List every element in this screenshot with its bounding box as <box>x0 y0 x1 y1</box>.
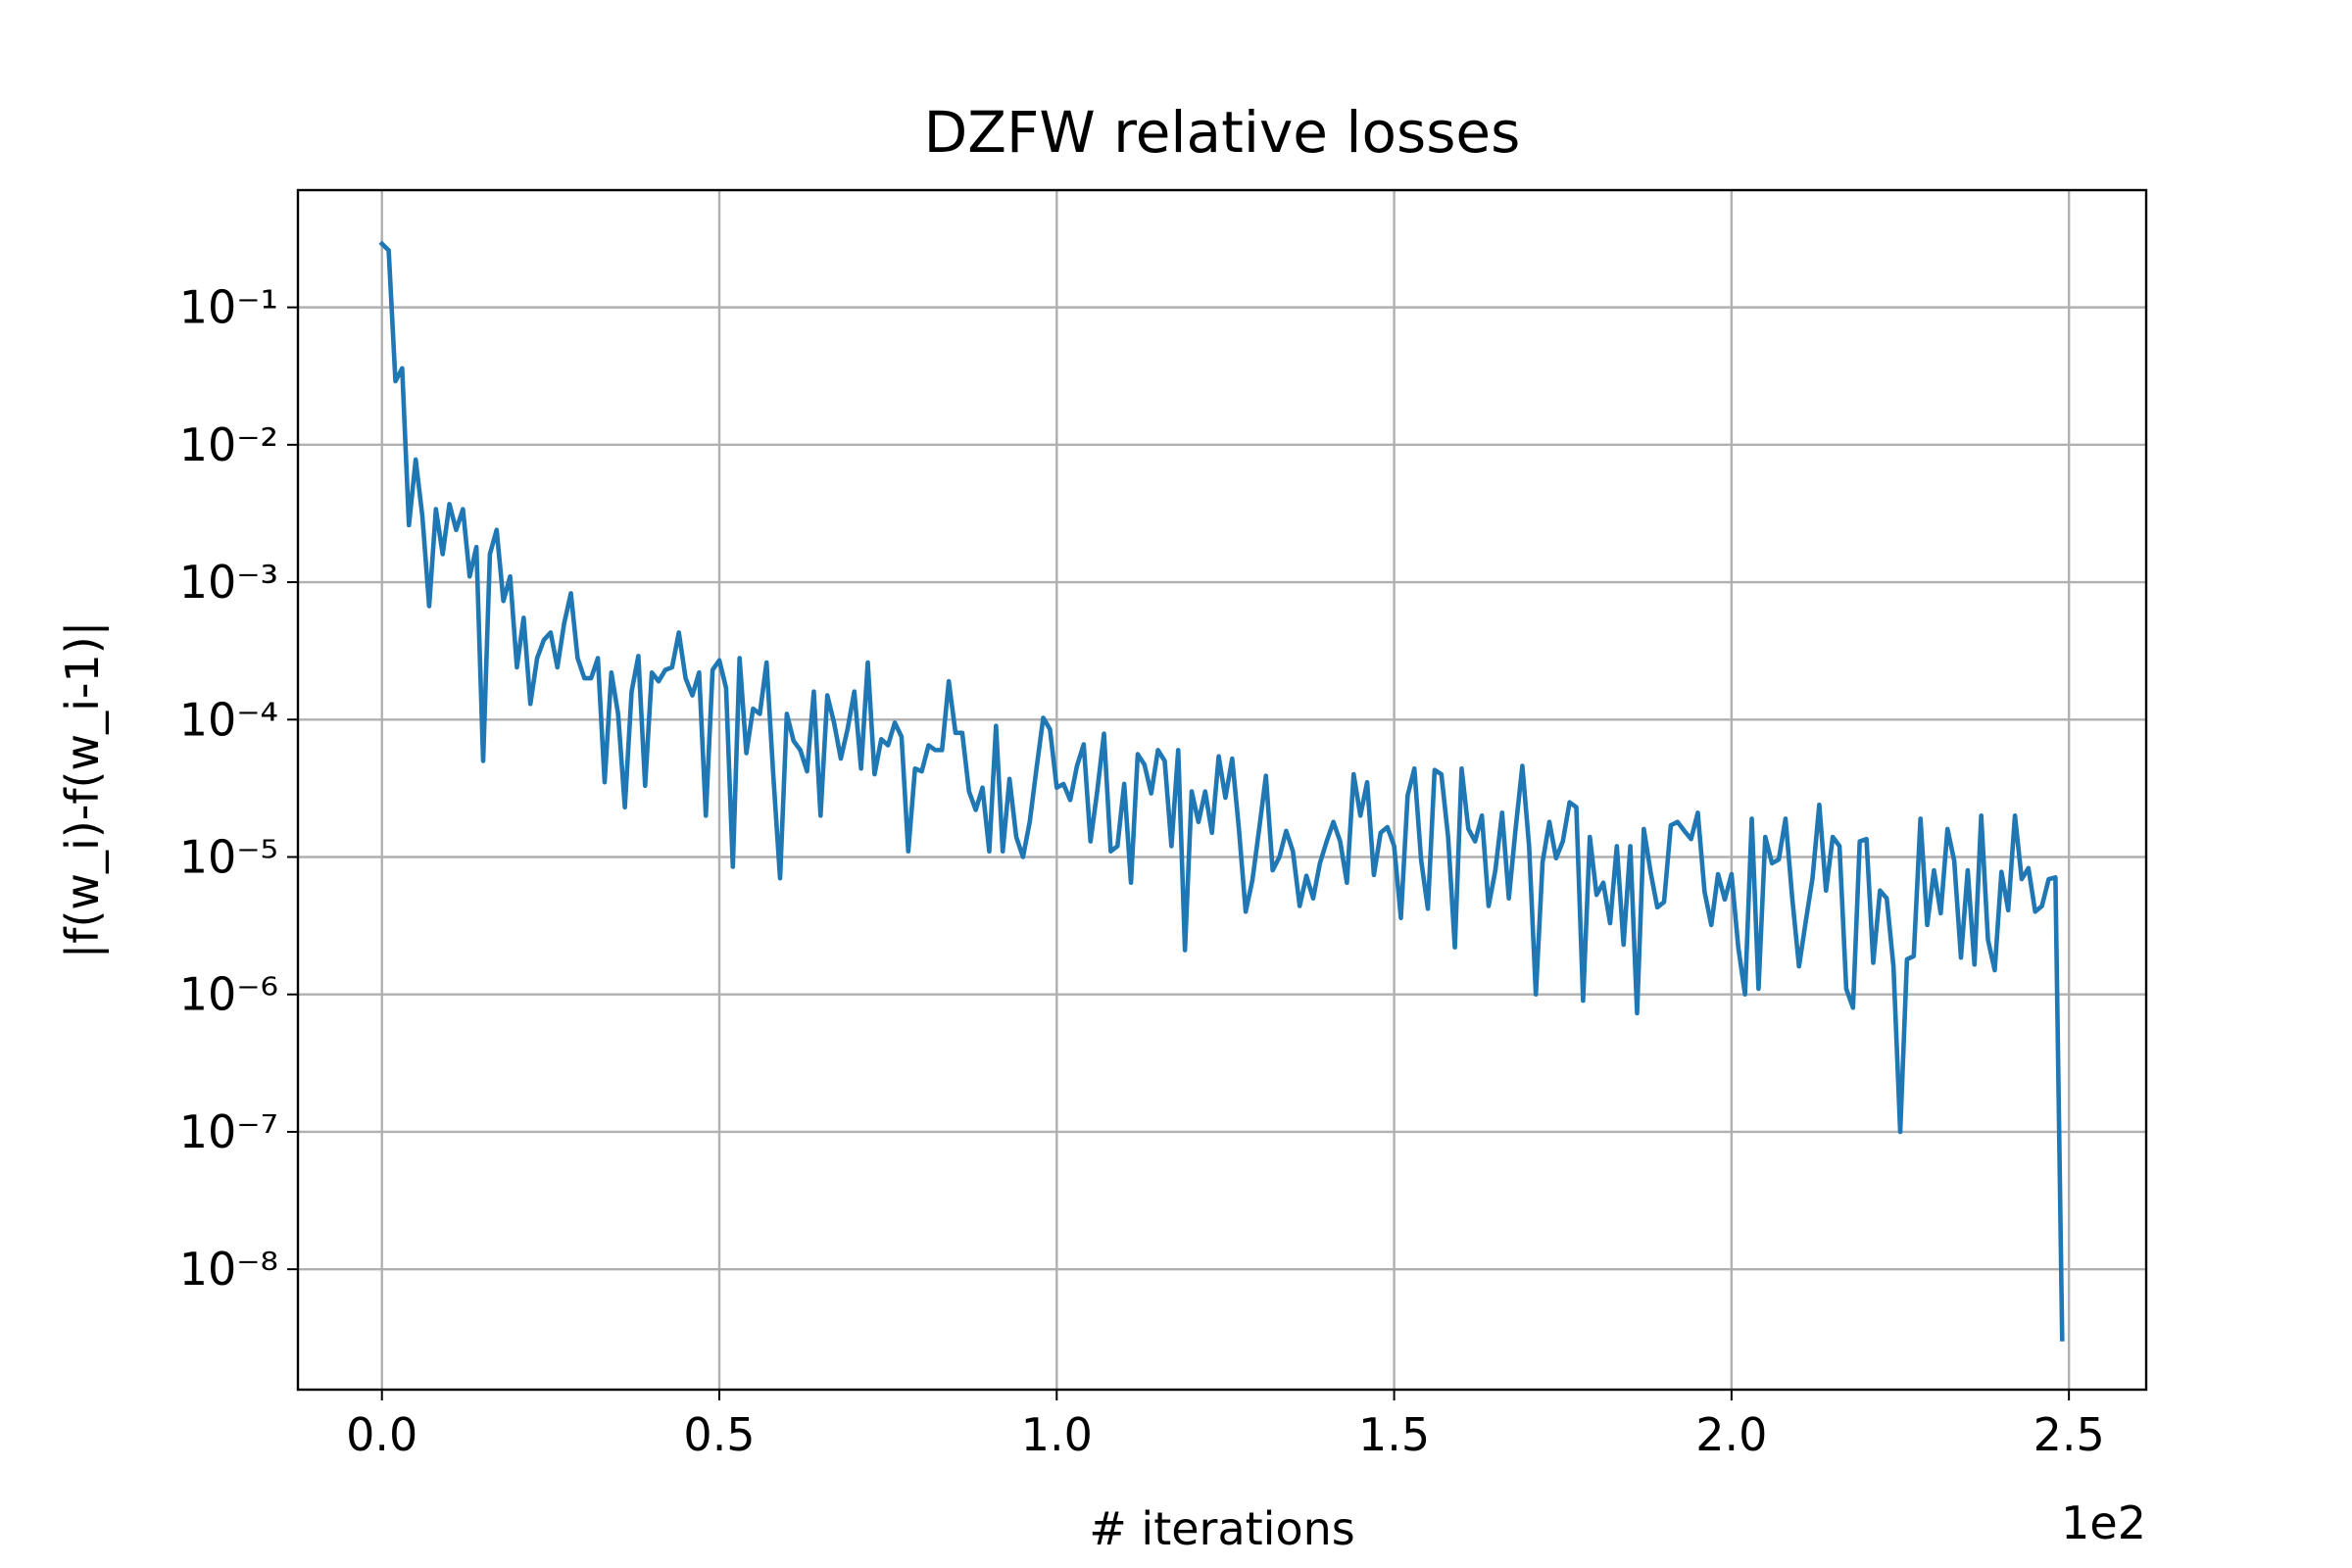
data-line <box>378 240 2065 1342</box>
y-tick-label: 10⁻² <box>179 418 278 471</box>
chart-title: DZFW relative losses <box>924 99 1521 166</box>
y-tick-label: 10⁻⁸ <box>179 1243 278 1296</box>
x-tick-label: 0.5 <box>683 1408 755 1461</box>
x-offset-label: 1e2 <box>2061 1496 2146 1549</box>
y-axis-label: |f(w_i)-f(w_i-1)| <box>56 621 110 958</box>
y-tick-label: 10⁻³ <box>179 556 278 609</box>
x-tick-label: 0.0 <box>346 1408 417 1461</box>
x-tick-label: 2.0 <box>1695 1408 1767 1461</box>
x-tick-label: 2.5 <box>2034 1408 2105 1461</box>
y-tick-label: 10⁻⁶ <box>179 968 278 1021</box>
x-tick-label: 1.0 <box>1021 1408 1093 1461</box>
x-tick-label: 1.5 <box>1358 1408 1430 1461</box>
y-tick-label: 10⁻⁷ <box>179 1105 278 1158</box>
x-axis-label: # iterations <box>1089 1502 1354 1555</box>
plot-frame <box>296 188 2148 1392</box>
y-tick-label: 10⁻⁴ <box>179 693 278 746</box>
y-tick-label: 10⁻¹ <box>179 281 278 334</box>
y-tick-label: 10⁻⁵ <box>179 830 278 883</box>
